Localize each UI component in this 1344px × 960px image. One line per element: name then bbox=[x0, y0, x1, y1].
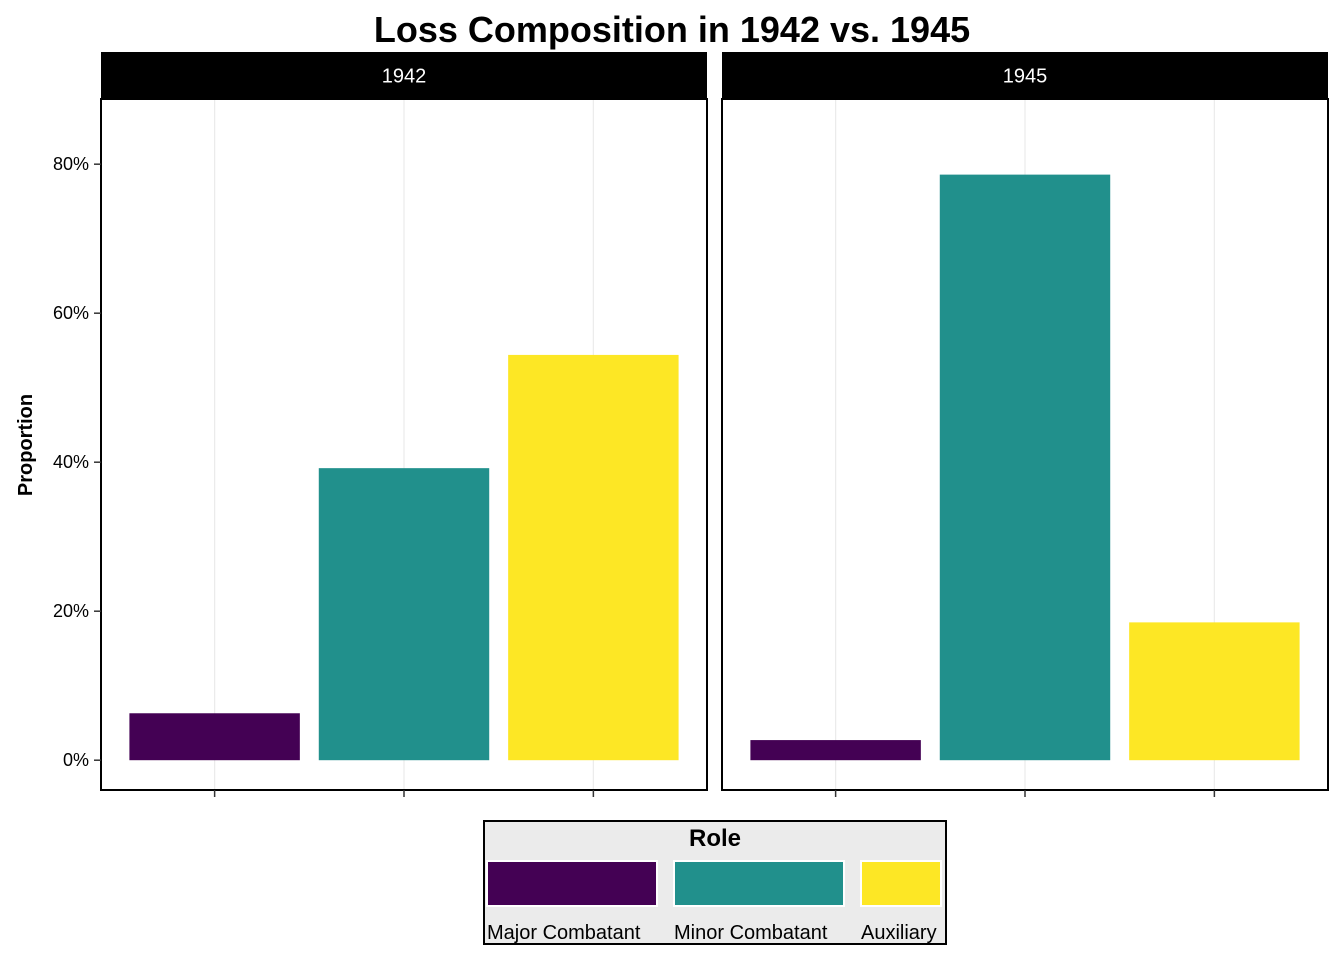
y-tick-label: 60% bbox=[53, 303, 89, 323]
legend-label-1: Minor Combatant bbox=[674, 922, 828, 944]
facet-panels: 1942 0% 20% 40% 60% 80% 1945 bbox=[53, 52, 1329, 797]
y-tick-label: 0% bbox=[63, 750, 89, 770]
facet-panel-1945: 1945 bbox=[721, 52, 1329, 797]
strip-label: 1942 bbox=[382, 66, 427, 88]
facet-panel-1942: 1942 0% 20% 40% 60% 80% bbox=[53, 52, 708, 797]
y-tick-label: 40% bbox=[53, 452, 89, 472]
strip-1945 bbox=[722, 52, 1328, 99]
bar-1945-0 bbox=[750, 740, 921, 761]
legend-label-0: Major Combatant bbox=[487, 922, 641, 944]
chart-title: Loss Composition in 1942 vs. 1945 bbox=[374, 9, 970, 50]
bar-1945-2 bbox=[1129, 622, 1300, 761]
y-axis-title: Proportion bbox=[15, 394, 37, 496]
legend-label-2: Auxiliary bbox=[861, 922, 937, 944]
legend: Role Major Combatant Minor Combatant Auxili… bbox=[483, 820, 947, 945]
legend-key-0 bbox=[486, 860, 658, 907]
bar-1942-1 bbox=[318, 468, 490, 761]
y-tick-label: 80% bbox=[53, 154, 89, 174]
legend-title: Role bbox=[689, 825, 741, 852]
y-tick-label: 20% bbox=[53, 601, 89, 621]
legend-key-2 bbox=[860, 860, 942, 907]
strip-1942 bbox=[101, 52, 707, 99]
strip-label: 1945 bbox=[1003, 66, 1048, 88]
bar-1942-2 bbox=[508, 354, 679, 761]
bar-1945-1 bbox=[939, 174, 1111, 761]
legend-key-1 bbox=[673, 860, 845, 907]
bar-1942-0 bbox=[129, 713, 300, 761]
